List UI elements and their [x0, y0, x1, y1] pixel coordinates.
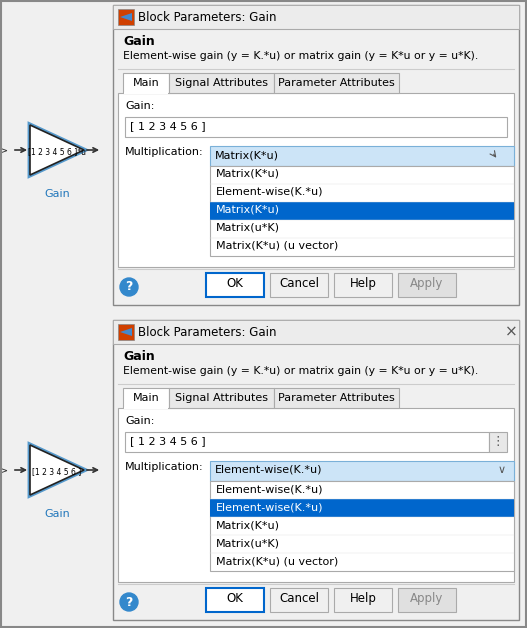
Bar — [113, 5, 519, 29]
Bar — [398, 588, 456, 612]
Polygon shape — [120, 328, 132, 336]
Text: Matrix(K*u) (u vector): Matrix(K*u) (u vector) — [216, 556, 338, 566]
Text: Signal Attributes: Signal Attributes — [175, 393, 268, 403]
Text: ∨: ∨ — [498, 465, 506, 475]
Text: Element-wise(K.*u): Element-wise(K.*u) — [216, 187, 324, 197]
Text: [ 1 2 3 4 5 6 ]: [ 1 2 3 4 5 6 ] — [130, 121, 206, 131]
Text: Parameter Attributes: Parameter Attributes — [278, 393, 395, 403]
Text: Cancel: Cancel — [279, 592, 319, 605]
Bar — [206, 588, 264, 612]
Bar — [123, 73, 169, 93]
Text: Multiplication:: Multiplication: — [125, 147, 203, 157]
Text: Gain:: Gain: — [125, 416, 154, 426]
Bar — [113, 320, 519, 620]
Bar — [270, 588, 328, 612]
Bar — [118, 408, 514, 582]
Text: ×: × — [505, 325, 518, 340]
Bar — [210, 166, 514, 256]
Text: Signal Attributes: Signal Attributes — [175, 78, 268, 88]
Bar — [169, 388, 274, 408]
Bar — [124, 92, 168, 94]
Text: [1 2 3 4 5 6 ]*u: [1 2 3 4 5 6 ]*u — [28, 148, 86, 156]
Bar — [113, 320, 519, 344]
Text: >: > — [0, 145, 8, 155]
Text: Help: Help — [349, 592, 376, 605]
Text: Matrix(K*u): Matrix(K*u) — [215, 150, 279, 160]
Bar — [113, 5, 519, 305]
Text: ⋮: ⋮ — [492, 435, 504, 448]
Text: Element-wise gain (y = K.*u) or matrix gain (y = K*u or y = u*K).: Element-wise gain (y = K.*u) or matrix g… — [123, 51, 478, 61]
Bar — [118, 9, 134, 25]
Text: Block Parameters: Gain: Block Parameters: Gain — [138, 11, 277, 24]
Text: Block Parameters: Gain: Block Parameters: Gain — [138, 326, 277, 339]
Text: Element-wise(K.*u): Element-wise(K.*u) — [216, 502, 324, 512]
Text: Gain: Gain — [44, 509, 70, 519]
Bar — [169, 73, 274, 93]
Bar — [123, 388, 169, 408]
Bar — [124, 407, 168, 409]
Bar — [270, 273, 328, 297]
Text: Main: Main — [133, 393, 159, 403]
Text: Multiplication:: Multiplication: — [125, 462, 203, 472]
Polygon shape — [30, 125, 84, 175]
Text: ?: ? — [125, 595, 133, 609]
Text: Apply: Apply — [411, 277, 444, 290]
Bar — [334, 588, 392, 612]
Polygon shape — [30, 445, 84, 495]
Text: Main: Main — [133, 78, 159, 88]
Text: Matrix(u*K): Matrix(u*K) — [216, 223, 280, 233]
Text: >: > — [0, 465, 8, 475]
Bar — [210, 202, 514, 220]
Text: Matrix(u*K): Matrix(u*K) — [216, 538, 280, 548]
Bar — [274, 388, 399, 408]
Bar — [118, 324, 134, 340]
Bar — [210, 461, 514, 481]
Bar — [398, 273, 456, 297]
Bar — [334, 273, 392, 297]
Bar — [489, 432, 507, 452]
Circle shape — [120, 278, 138, 296]
Text: Matrix(K*u): Matrix(K*u) — [216, 520, 280, 530]
Text: Matrix(K*u): Matrix(K*u) — [216, 169, 280, 179]
Text: [ 1 2 3 4 5 6 ]: [ 1 2 3 4 5 6 ] — [130, 436, 206, 446]
Text: Element-wise(K.*u): Element-wise(K.*u) — [216, 484, 324, 494]
Text: [1 2 3 4 5 6 ]: [1 2 3 4 5 6 ] — [32, 467, 82, 477]
Text: Parameter Attributes: Parameter Attributes — [278, 78, 395, 88]
Text: Matrix(K*u) (u vector): Matrix(K*u) (u vector) — [216, 241, 338, 251]
Bar — [118, 93, 514, 267]
Polygon shape — [120, 13, 132, 21]
Bar — [125, 117, 507, 137]
Bar — [125, 432, 489, 452]
Text: Gain: Gain — [44, 189, 70, 199]
Bar — [206, 273, 264, 297]
Text: Gain: Gain — [123, 350, 155, 363]
Text: Apply: Apply — [411, 592, 444, 605]
Text: Gain:: Gain: — [125, 101, 154, 111]
Bar — [210, 499, 514, 517]
Bar — [210, 146, 514, 166]
Text: Help: Help — [349, 277, 376, 290]
Circle shape — [120, 593, 138, 611]
Text: OK: OK — [227, 277, 243, 290]
Text: OK: OK — [227, 592, 243, 605]
Text: Cancel: Cancel — [279, 277, 319, 290]
Polygon shape — [30, 125, 84, 175]
Text: Element-wise gain (y = K.*u) or matrix gain (y = K*u or y = u*K).: Element-wise gain (y = K.*u) or matrix g… — [123, 366, 478, 376]
Text: Matrix(K*u): Matrix(K*u) — [216, 205, 280, 215]
Text: ?: ? — [125, 281, 133, 293]
Text: Gain: Gain — [123, 35, 155, 48]
Text: Element-wise(K.*u): Element-wise(K.*u) — [215, 465, 323, 475]
Polygon shape — [30, 445, 84, 495]
Bar — [274, 73, 399, 93]
Bar — [210, 481, 514, 571]
